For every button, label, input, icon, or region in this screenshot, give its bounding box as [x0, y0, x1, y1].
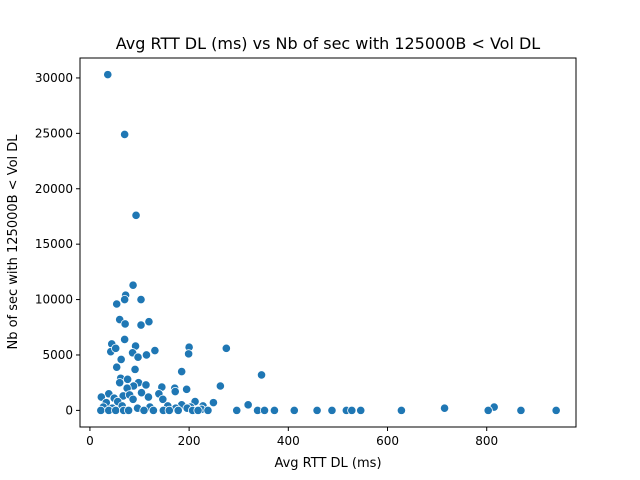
y-axis: 0 5000 10000 15000 20000 25000 30000 — [35, 71, 80, 417]
data-point — [111, 405, 121, 415]
data-point — [177, 366, 187, 377]
data-point — [439, 403, 450, 413]
data-point — [182, 384, 192, 394]
data-point — [259, 405, 270, 415]
data-point — [103, 70, 113, 80]
y-tick-label: 10000 — [35, 293, 73, 307]
data-point — [124, 405, 134, 415]
x-tick-label: 0 — [86, 434, 94, 448]
data-point — [516, 405, 526, 415]
data-point — [551, 405, 561, 415]
data-point — [208, 398, 219, 408]
data-point — [123, 374, 133, 384]
data-point — [115, 378, 125, 388]
data-point — [111, 343, 121, 353]
data-point — [356, 405, 366, 415]
data-point — [144, 317, 154, 327]
data-point — [136, 294, 146, 305]
data-points — [96, 70, 561, 415]
y-axis-label: Nb of sec with 125000B < Vol DL — [6, 134, 21, 350]
data-point — [120, 294, 130, 305]
x-tick-label: 600 — [376, 434, 399, 448]
data-point — [312, 405, 322, 415]
data-point — [483, 405, 493, 415]
y-tick-label: 5000 — [42, 348, 73, 362]
data-point — [327, 405, 337, 415]
data-point — [150, 345, 160, 356]
data-point — [128, 280, 138, 290]
data-point — [141, 380, 151, 390]
data-point — [170, 386, 180, 397]
data-point — [164, 405, 174, 415]
plot-frame — [79, 57, 577, 428]
data-point — [143, 392, 154, 402]
data-point — [139, 405, 149, 415]
data-point — [269, 405, 280, 415]
data-point — [112, 299, 122, 309]
x-tick-label: 200 — [178, 434, 201, 448]
x-axis-label: Avg RTT DL (ms) — [274, 456, 381, 471]
data-point — [141, 350, 152, 360]
data-point — [112, 362, 122, 372]
y-tick-label: 20000 — [35, 182, 73, 196]
data-point — [256, 370, 267, 380]
data-point — [173, 405, 183, 415]
data-point — [215, 381, 225, 391]
data-point — [184, 349, 194, 359]
y-tick-label: 30000 — [35, 71, 73, 85]
data-point — [203, 405, 213, 415]
data-point — [133, 352, 143, 362]
data-point — [243, 400, 253, 410]
y-tick-label: 25000 — [35, 126, 73, 140]
data-point — [136, 320, 146, 330]
data-point — [96, 405, 106, 415]
data-point — [130, 364, 140, 374]
data-point — [120, 319, 130, 329]
y-tick-label: 0 — [65, 403, 73, 417]
data-point — [193, 405, 203, 415]
data-point — [289, 405, 299, 415]
chart-title: Avg RTT DL (ms) vs Nb of sec with 125000… — [116, 34, 541, 53]
data-point — [128, 394, 138, 404]
data-point — [131, 210, 141, 220]
data-point — [120, 129, 130, 140]
data-point — [158, 394, 168, 404]
data-point — [347, 405, 357, 415]
data-point — [148, 405, 159, 415]
data-point — [396, 405, 407, 415]
x-tick-label: 400 — [277, 434, 300, 448]
data-point — [221, 343, 231, 353]
data-point — [136, 388, 147, 398]
x-axis: 0 200 400 600 800 — [86, 427, 498, 448]
data-point — [232, 405, 242, 415]
data-point — [116, 354, 126, 365]
data-point — [120, 334, 130, 345]
x-tick-label: 800 — [475, 434, 498, 448]
y-tick-label: 15000 — [35, 237, 73, 251]
